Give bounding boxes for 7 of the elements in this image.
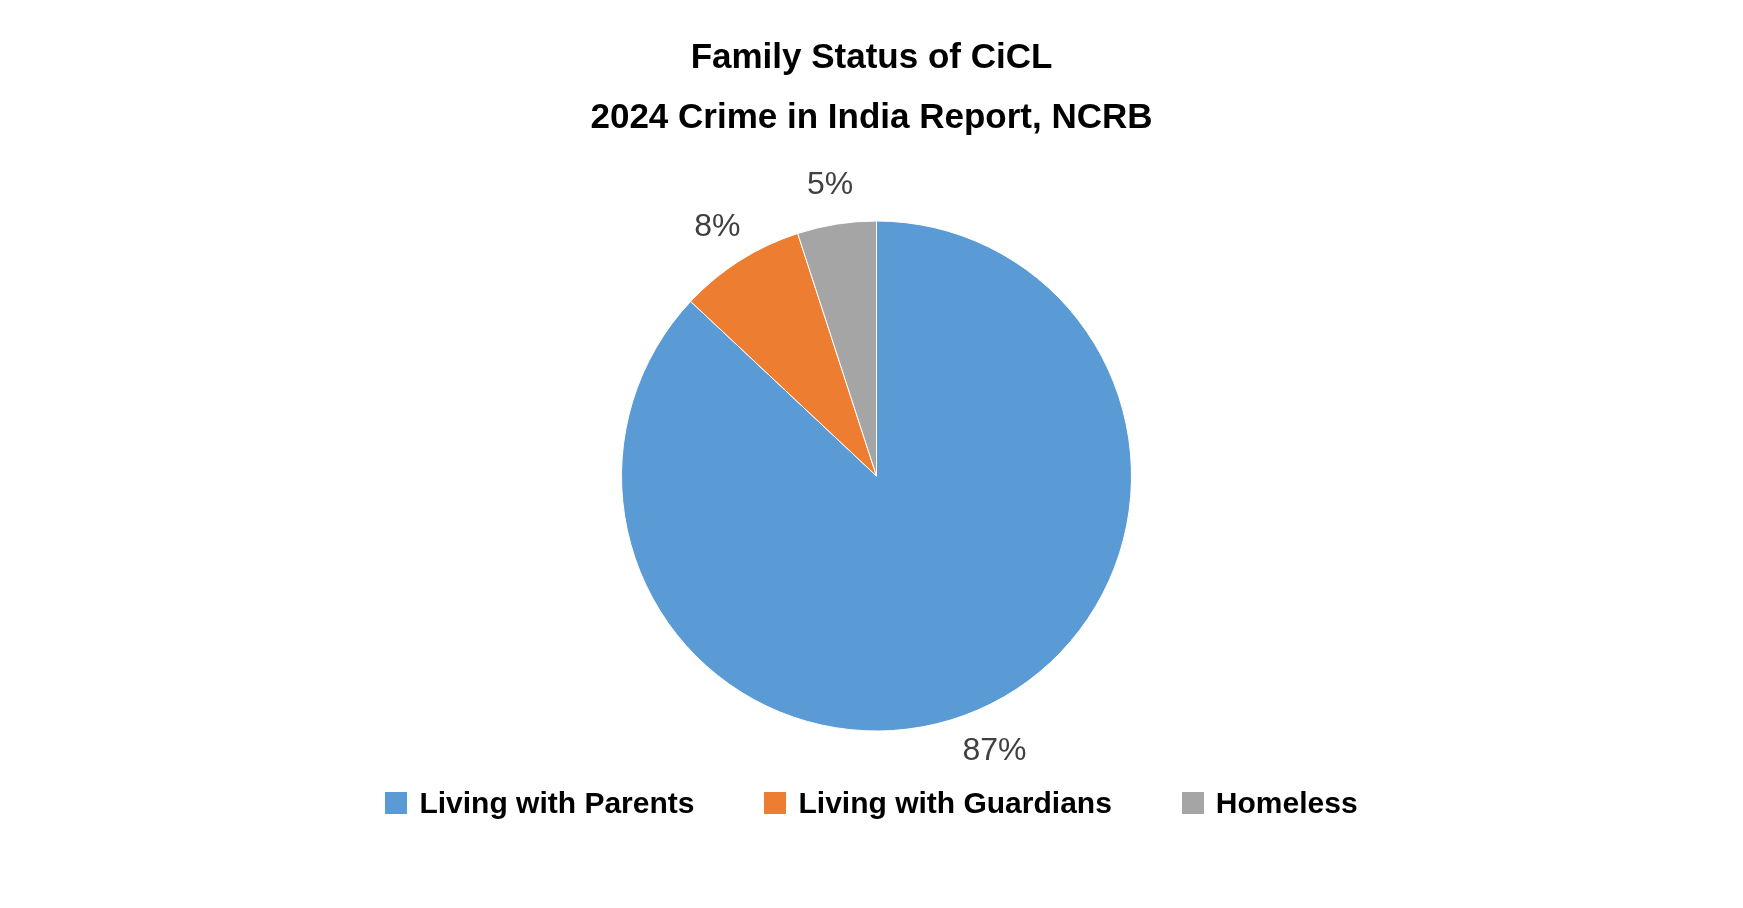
data-label: 87% (962, 730, 1027, 767)
data-label: 8% (694, 207, 741, 244)
data-label: 5% (806, 164, 854, 201)
legend-label: Living with Parents (419, 786, 695, 820)
legend-label: Homeless (1215, 786, 1358, 820)
legend-label: Living with Guardians (798, 786, 1112, 820)
chart-title: Family Status of CiCL 2024 Crime in India Report, NCRB (589, 35, 1154, 137)
